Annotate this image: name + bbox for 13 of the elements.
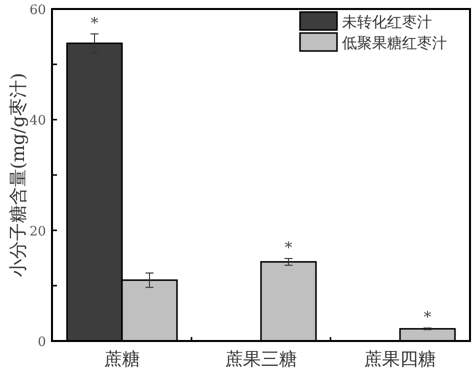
- y-tick-label: 0: [38, 335, 46, 350]
- x-tick-label: 蔗果三糖: [225, 349, 297, 370]
- annotation: *: [424, 308, 432, 326]
- y-tick-label: 40: [29, 114, 46, 129]
- annotation: *: [90, 14, 99, 32]
- x-tick-label: 蔗糖: [104, 349, 140, 370]
- annotation: *: [284, 238, 293, 257]
- y-axis-title: 小分子糖含量(mg/g枣汁): [8, 72, 29, 278]
- legend-label: 未转化红枣汁: [342, 13, 432, 31]
- y-tick-label: 60: [29, 3, 46, 18]
- y-tick-label: 20: [29, 224, 46, 240]
- legend-label: 低聚果糖红枣汁: [342, 34, 447, 52]
- x-tick-label: 蔗果四糖: [364, 349, 436, 370]
